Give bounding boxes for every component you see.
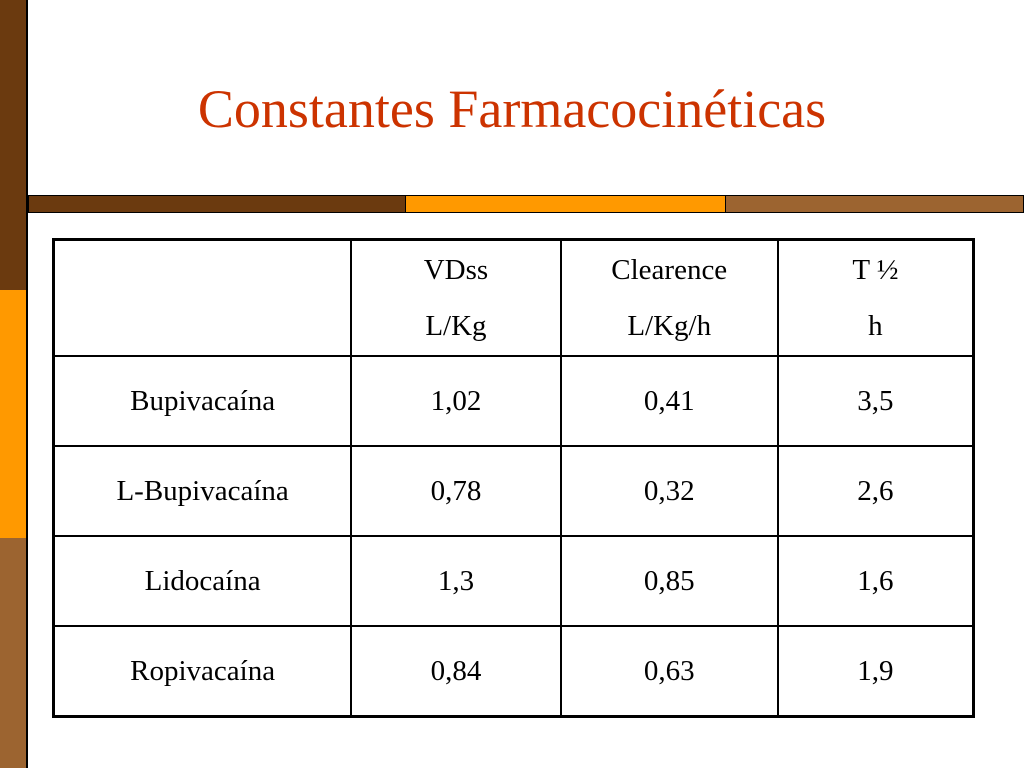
table-cell: 0,85 <box>559 535 779 627</box>
table-cell: 3,5 <box>776 355 975 447</box>
side-bar-orange <box>0 290 26 538</box>
rule-orange <box>405 195 726 213</box>
rule-light <box>725 195 1024 213</box>
table-row: Lidocaína 1,3 0,85 1,6 <box>52 535 975 627</box>
table-cell: 0,78 <box>350 445 562 537</box>
header-line: Clearence <box>611 254 728 286</box>
table-cell: 1,6 <box>776 535 975 627</box>
row-label: Bupivacaína <box>52 355 353 447</box>
side-bar-dark <box>0 0 26 290</box>
corner-cell <box>52 238 353 357</box>
side-bar-light <box>0 538 26 768</box>
table-cell: 1,02 <box>350 355 562 447</box>
side-line <box>26 0 28 768</box>
header-line: VDss <box>423 254 489 286</box>
header-cell: VDss L/Kg <box>350 238 562 357</box>
rule-dark <box>28 195 406 213</box>
header-line: L/Kg <box>425 310 487 342</box>
table-row: Ropivacaína 0,84 0,63 1,9 <box>52 625 975 718</box>
slide-title: Constantes Farmacocinéticas <box>197 79 827 139</box>
table-cell: 2,6 <box>776 445 975 537</box>
row-label: L-Bupivacaína <box>52 445 353 537</box>
row-label: Ropivacaína <box>52 625 353 718</box>
header-cell: Clearence L/Kg/h <box>559 238 779 357</box>
header-cell: T ½ h <box>776 238 975 357</box>
table-row: Bupivacaína 1,02 0,41 3,5 <box>52 355 975 447</box>
table-cell: 0,32 <box>559 445 779 537</box>
table-cell: 0,41 <box>559 355 779 447</box>
table-cell: 1,9 <box>776 625 975 718</box>
header-line: h <box>868 310 883 342</box>
table-cell: 0,84 <box>350 625 562 718</box>
table-cell: 0,63 <box>559 625 779 718</box>
table-cell: 1,3 <box>350 535 562 627</box>
header-row: VDss L/Kg Clearence L/Kg/h T ½ h <box>52 238 975 357</box>
table-row: L-Bupivacaína 0,78 0,32 2,6 <box>52 445 975 537</box>
header-line: L/Kg/h <box>627 310 712 342</box>
header-line: T ½ <box>852 254 899 286</box>
row-label: Lidocaína <box>52 535 353 627</box>
